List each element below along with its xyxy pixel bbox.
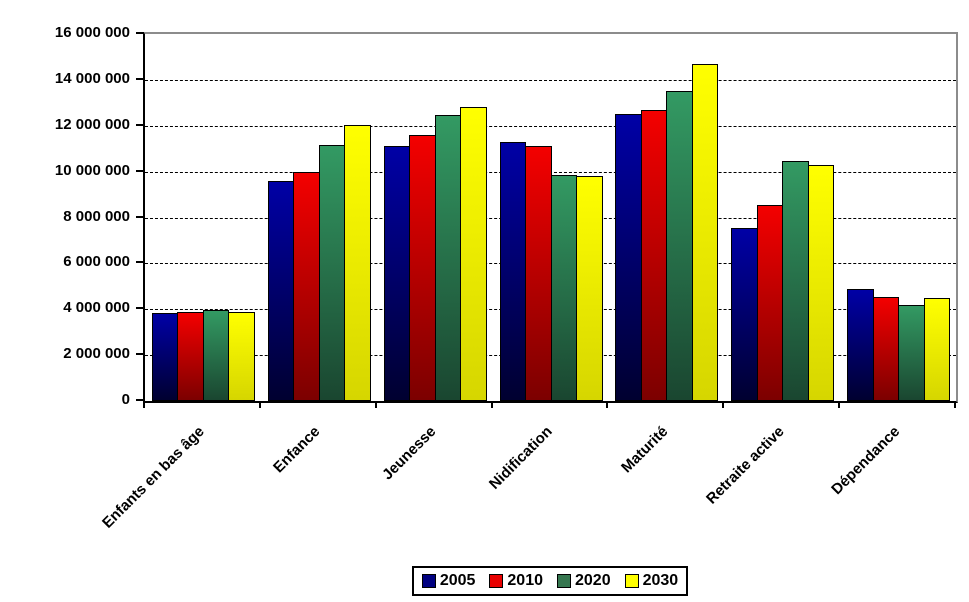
legend-label-2005: 2005 [439,572,476,589]
x-category-label-4: Maturité [618,423,672,477]
y-tick-mark [136,399,144,401]
plot-area [143,32,958,403]
bar-2005-4 [615,114,642,401]
bar-2005-0 [151,312,179,401]
x-category-label-1: Enfance [270,423,324,477]
x-tick-mark [838,401,841,408]
y-tick-mark [136,353,144,356]
legend-swatch-2005 [421,574,436,588]
bar-2020-0 [202,310,230,401]
bar-2005-5 [731,227,758,401]
bar-2010-6 [872,296,900,401]
y-tick-mark [136,123,144,126]
y-tick-label-6000000: 6 000 000 [63,253,130,271]
legend-swatch-2010 [489,574,504,588]
y-tick-mark [136,169,144,172]
legend-item-2030: 2030 [624,572,679,590]
legend-item-2010: 2010 [489,572,543,590]
bar-2030-4 [691,63,719,401]
legend-item-2020: 2020 [557,572,611,590]
bar-2030-0 [228,311,255,401]
bar-2020-4 [666,91,693,401]
x-tick-mark [374,401,377,408]
bar-2020-5 [782,161,809,401]
y-tick-mark [136,32,144,34]
y-tick-label-14000000: 14 000 000 [54,69,130,87]
x-tick-mark [722,401,725,408]
bar-2030-1 [344,124,371,401]
x-category-label-2: Jeunesse [379,423,440,484]
bar-2010-2 [409,134,436,401]
bar-2005-3 [499,141,526,401]
x-tick-mark [954,401,956,408]
bar-2010-3 [525,146,552,401]
legend-label-2030: 2030 [642,572,679,589]
y-tick-label-4000000: 4 000 000 [63,299,130,317]
y-tick-mark [136,261,144,264]
y-tick-label-12000000: 12 000 000 [54,115,130,133]
x-category-label-5: Retraite active [702,423,788,508]
bar-2005-6 [847,288,874,401]
legend-swatch-2030 [624,574,639,588]
y-tick-label-16000000: 16 000 000 [54,24,130,41]
x-category-label-6: Dépendance [828,423,904,499]
x-tick-mark [606,401,609,408]
bar-2010-5 [756,204,784,401]
x-tick-mark [143,401,145,408]
y-tick-label-10000000: 10 000 000 [54,161,130,179]
y-tick-label-0: 0 [121,391,130,408]
x-category-label-0: Enfants en bas âge [99,423,208,532]
x-tick-mark [258,401,261,408]
bar-2020-1 [318,145,346,401]
bar-2020-6 [898,304,925,401]
y-tick-label-8000000: 8 000 000 [63,207,130,225]
x-tick-mark [490,401,493,408]
gridline-14000000 [145,79,956,81]
bar-2030-2 [460,107,487,401]
bar-2020-2 [434,115,462,401]
bar-2010-1 [293,171,320,401]
y-tick-label-2000000: 2 000 000 [63,345,130,363]
gridline-12000000 [145,125,956,127]
y-tick-mark [136,307,144,310]
bar-2030-3 [576,176,603,401]
y-tick-mark [136,77,144,80]
bar-2010-4 [640,109,668,401]
legend-swatch-2020 [557,574,571,588]
bar-2005-1 [267,180,295,401]
legend-label-2010: 2010 [507,572,543,589]
x-category-label-3: Nidification [485,423,556,493]
legend-label-2020: 2020 [575,572,611,589]
bar-2030-5 [807,164,835,401]
legend: 2005 2010 2020 2030 [412,566,688,596]
bar-2030-6 [923,297,951,401]
bar-2005-2 [383,146,411,401]
bar-2020-3 [550,175,577,401]
bar-2010-0 [177,311,204,401]
legend-item-2005: 2005 [421,572,476,590]
y-tick-mark [136,215,144,218]
